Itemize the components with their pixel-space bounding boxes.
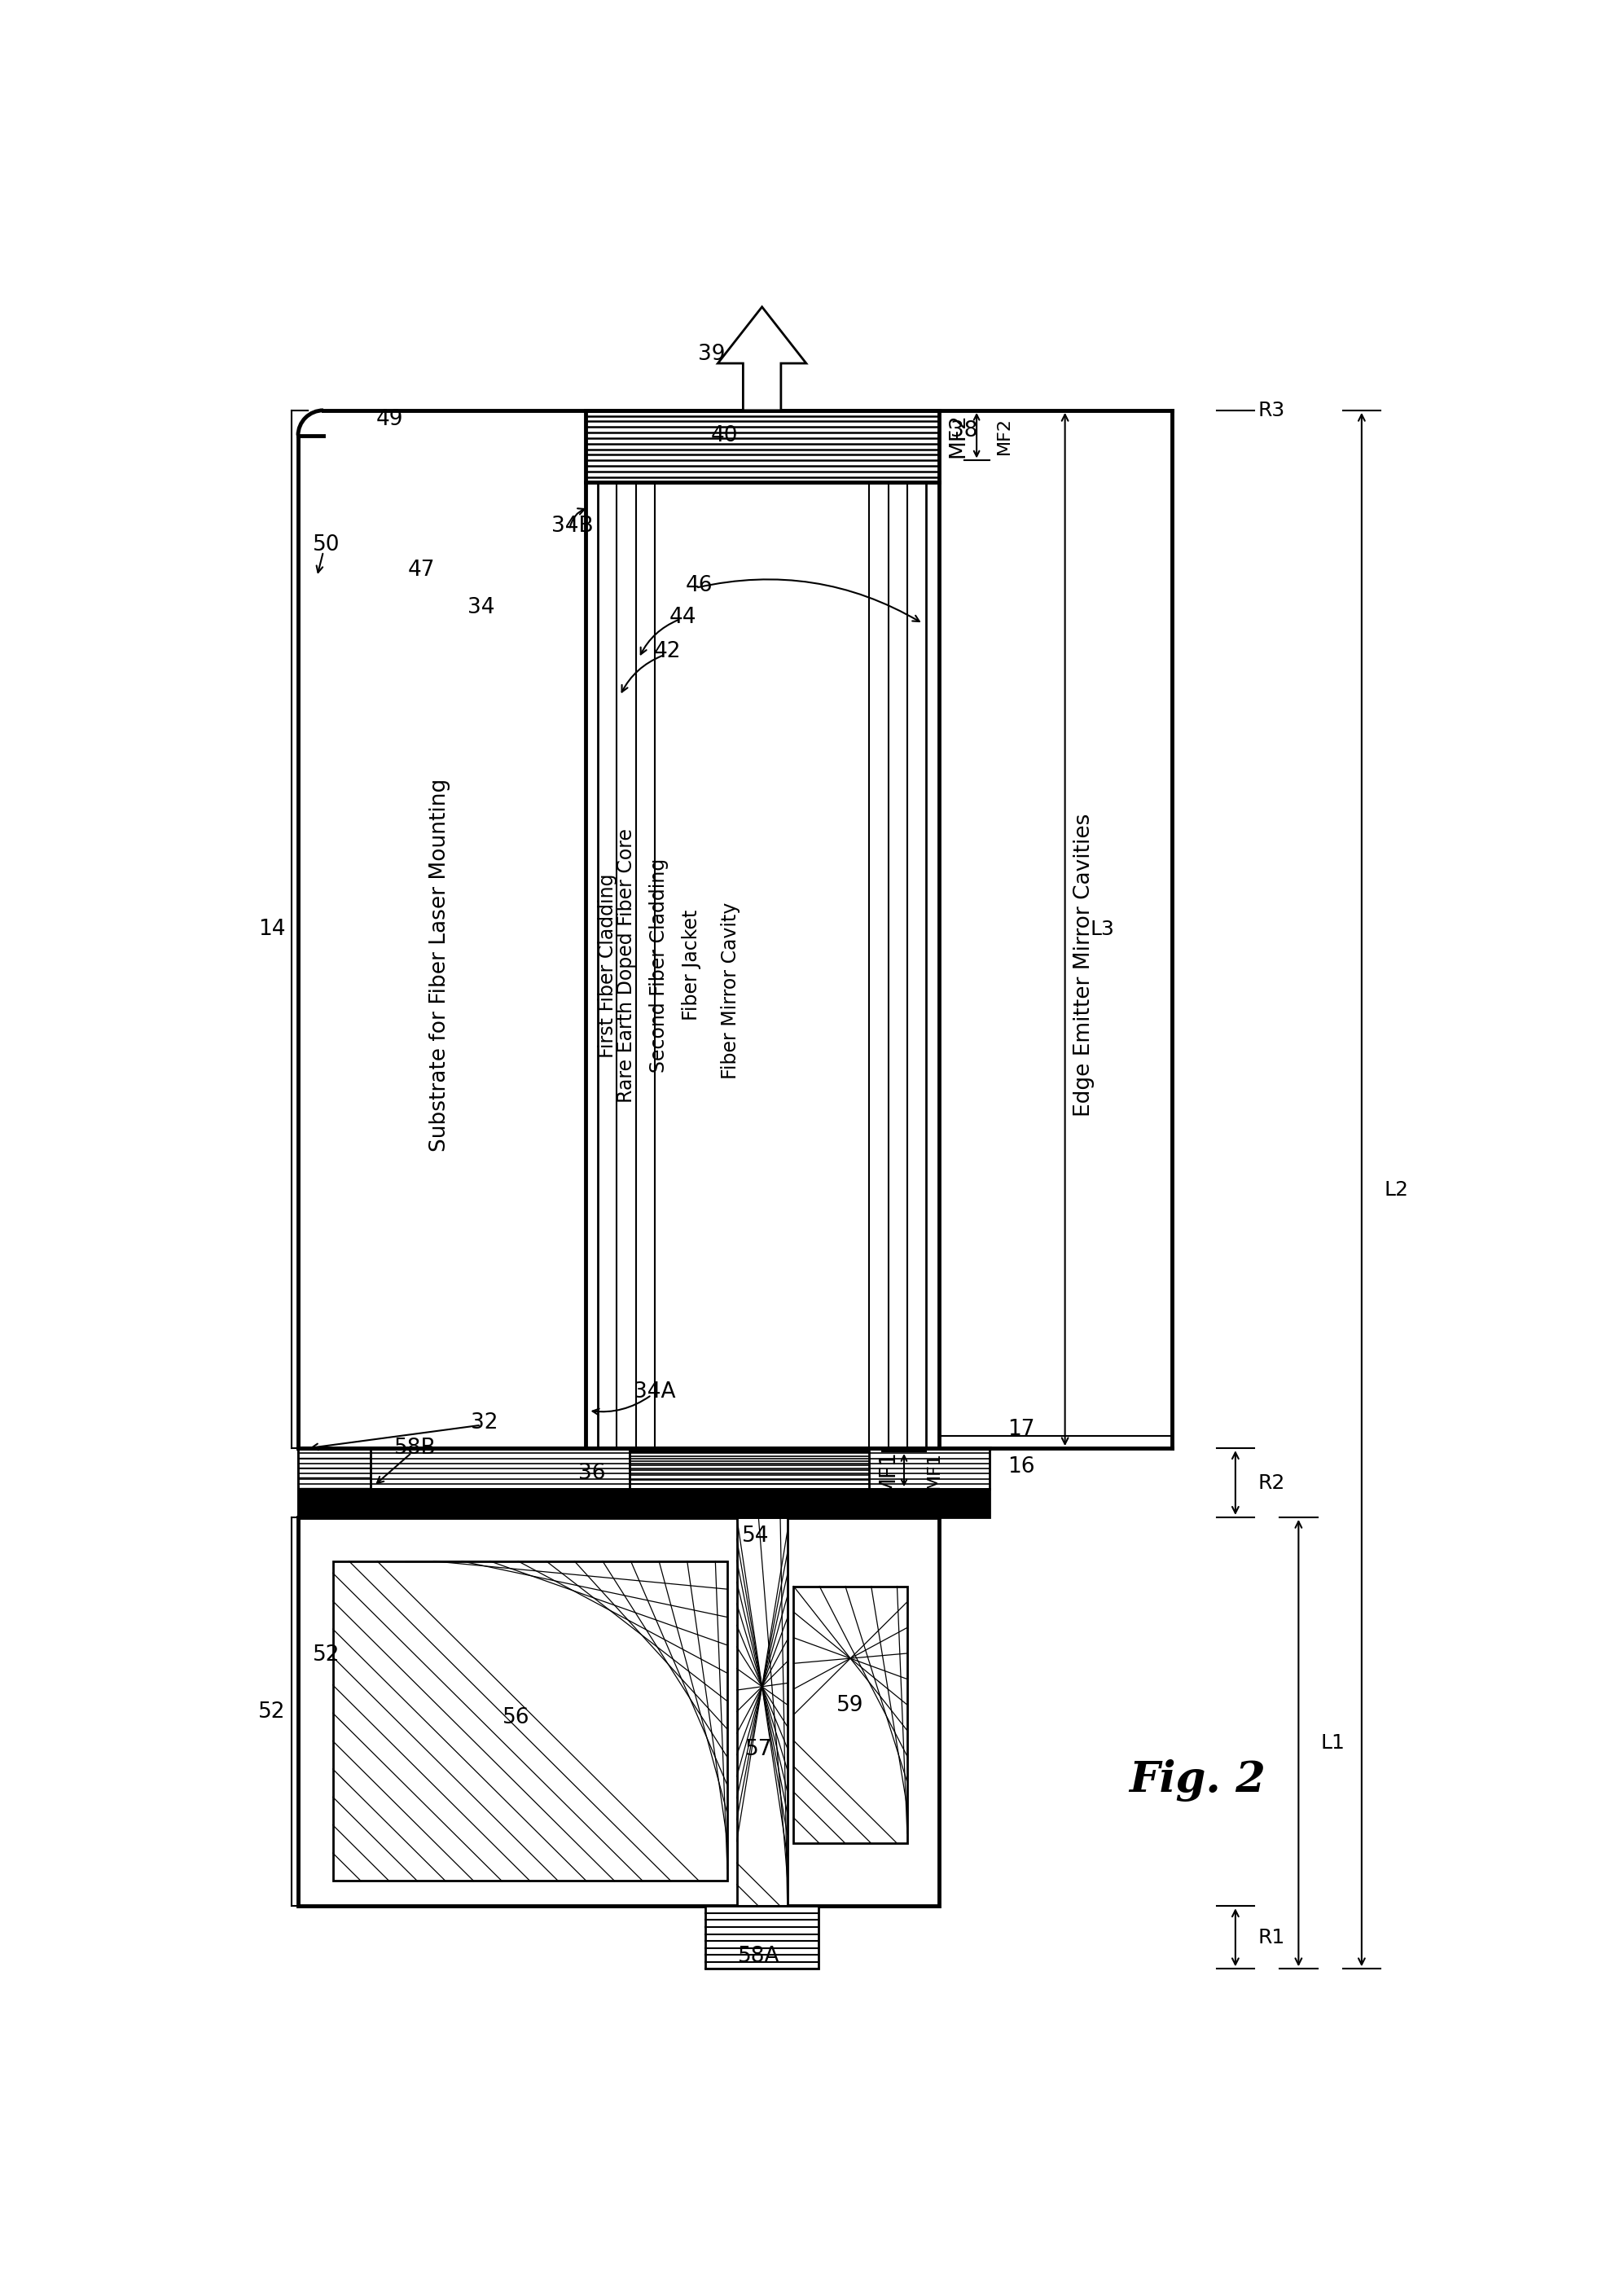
Text: 59: 59 [836,1694,863,1715]
Text: R3: R3 [1258,400,1285,420]
Text: 38: 38 [950,420,977,441]
Bar [630,1451,870,1490]
Text: Edge Emitter Mirror Cavities: Edge Emitter Mirror Cavities [1073,813,1094,1118]
Text: 58B: 58B [394,1437,436,1458]
Text: MF2: MF2 [947,413,968,457]
Text: 52: 52 [258,1701,285,1722]
Text: 50: 50 [312,535,340,556]
Text: 52: 52 [312,1644,340,1667]
Bar [298,1449,990,1490]
Text: 56: 56 [501,1708,530,1729]
Text: 58A: 58A [739,1945,780,1968]
Text: MF1: MF1 [926,1451,942,1490]
Text: 40: 40 [711,425,739,445]
Text: 46: 46 [686,576,713,597]
Text: Rare Earth Doped Fiber Core: Rare Earth Doped Fiber Core [617,829,636,1102]
Polygon shape [718,308,806,411]
Text: 34A: 34A [634,1382,676,1403]
Text: L2: L2 [1384,1180,1408,1199]
Text: Fig. 2: Fig. 2 [1129,1759,1266,1802]
Text: Second Fiber Cladding: Second Fiber Cladding [649,859,670,1072]
Bar [298,1490,990,1518]
Bar [298,1449,370,1518]
Bar [737,1518,787,1906]
Text: 42: 42 [654,641,681,661]
Text: 57: 57 [745,1738,772,1761]
Bar [298,1518,939,1906]
Bar [705,1906,819,1968]
Text: 49: 49 [376,409,404,429]
Text: 54: 54 [742,1525,769,1548]
Bar [333,1561,727,1880]
Text: 34B: 34B [551,517,594,537]
Text: 14: 14 [258,918,285,939]
Text: 44: 44 [670,606,697,627]
Text: 32: 32 [471,1412,498,1433]
Text: R1: R1 [1258,1929,1285,1947]
Text: 17: 17 [1008,1419,1035,1440]
Text: 39: 39 [698,344,726,365]
Bar [585,411,939,482]
Bar [793,1587,907,1844]
Text: 16: 16 [1008,1456,1035,1479]
Text: MF2: MF2 [995,416,1012,455]
Text: 36: 36 [578,1463,606,1483]
Text: MF1: MF1 [878,1449,899,1495]
Text: First Fiber Cladding: First Fiber Cladding [598,872,617,1058]
Text: Fiber Mirror Cavity: Fiber Mirror Cavity [721,902,740,1079]
Text: 34: 34 [468,597,495,618]
Bar [298,1490,990,1518]
Text: 47: 47 [407,560,434,581]
Text: R2: R2 [1258,1474,1285,1492]
Text: L1: L1 [1320,1733,1346,1752]
Text: Fiber Jacket: Fiber Jacket [681,909,702,1022]
Text: L3: L3 [1091,918,1115,939]
Text: Substrate for Fiber Laser Mounting: Substrate for Fiber Laser Mounting [429,778,450,1153]
